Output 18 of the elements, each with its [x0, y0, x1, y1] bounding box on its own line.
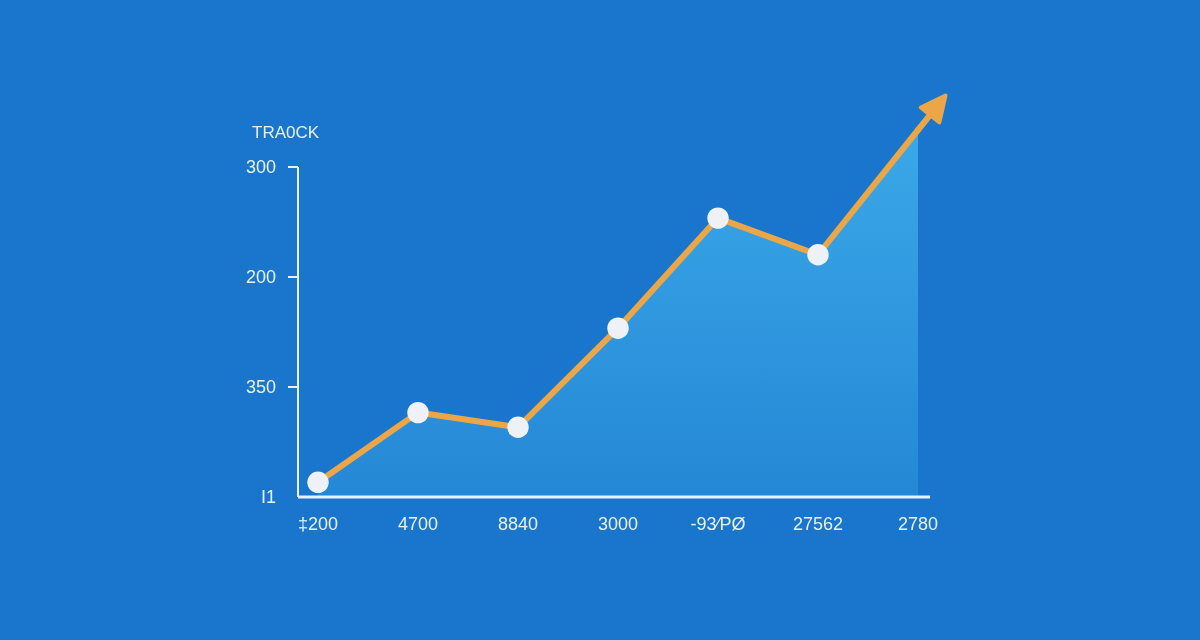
x-tick-label: ‡200 — [297, 514, 339, 534]
text: I1 — [260, 487, 276, 508]
text: 200 — [245, 267, 276, 288]
point — [807, 244, 829, 266]
point — [607, 317, 629, 339]
point — [407, 401, 429, 424]
x-tick-label: 8840 — [497, 514, 539, 534]
y-axis-title: TRA0CK — [252, 123, 320, 142]
x-tick-label: 27562 — [792, 514, 844, 534]
text: 300 — [245, 157, 276, 178]
text: 350 — [245, 377, 276, 398]
x-tick-label: -93⁄РØ — [690, 514, 746, 534]
x-tick-label: 3000 — [597, 514, 639, 534]
point — [707, 207, 729, 229]
point — [507, 416, 529, 438]
x-tick-label: 2780 — [897, 514, 939, 534]
point — [307, 471, 329, 493]
x-tick-label: 4700 — [397, 514, 439, 534]
